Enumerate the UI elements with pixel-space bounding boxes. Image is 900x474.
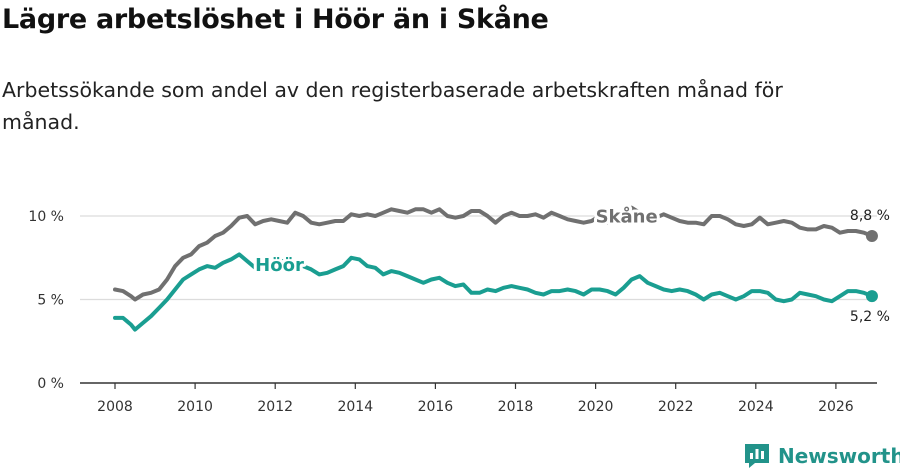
x-tick-label: 2024 [738, 399, 774, 415]
x-tick-label: 2018 [498, 399, 534, 415]
x-tick-label: 2012 [257, 399, 293, 415]
series-line-skane [113, 205, 874, 302]
end-marker-hoor [865, 290, 878, 303]
series-label-skane: Skåne [596, 206, 658, 228]
y-axis: 0 % 5 % 10 % [28, 209, 64, 392]
series-label-hoor: Höör [255, 255, 304, 276]
chart-subtitle: Arbetssökande som andel av den registerb… [2, 78, 783, 134]
x-tick-label: 2020 [578, 399, 614, 415]
end-marker-skane [865, 230, 878, 243]
x-tick-label: 2008 [97, 399, 133, 415]
x-tick-label: 2022 [658, 399, 694, 415]
end-value-skane: 8,8 % [850, 208, 890, 224]
series-label-halo: Skåne [596, 206, 658, 228]
series-label-halo: Höör [255, 255, 304, 276]
newsworthy-brand[interactable]: Newsworthy [744, 441, 900, 471]
x-tick-label: 2014 [337, 399, 373, 415]
brand-name: Newsworthy [778, 444, 900, 468]
chart-title: Lägre arbetslöshet i Höör än i Skåne [2, 4, 549, 35]
x-tick-label: 2010 [177, 399, 213, 415]
y-tick-label: 5 % [37, 293, 64, 309]
series-line-hoor [113, 252, 874, 332]
x-axis: 2008 2010 2012 2014 2016 2018 2020 2022 2024 2026 [80, 382, 877, 415]
end-value-hoor: 5,2 % [850, 309, 890, 325]
y-tick-label: 10 % [28, 209, 64, 225]
newsworthy-logo-icon [745, 444, 769, 468]
series-lines [113, 205, 878, 332]
y-tick-label: 0 % [37, 376, 64, 392]
gridlines [80, 215, 877, 301]
x-tick-label: 2026 [818, 399, 854, 415]
x-tick-label: 2016 [418, 399, 454, 415]
